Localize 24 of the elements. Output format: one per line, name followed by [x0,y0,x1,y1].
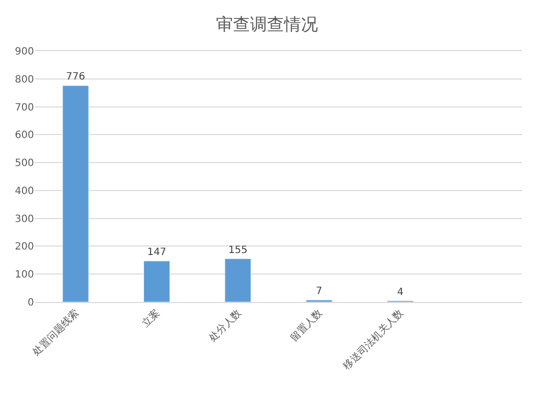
x-tick-label: 移送司法机关人数 [340,307,406,372]
y-tick-label: 600 [14,130,34,142]
y-tick-label: 400 [14,186,34,197]
y-tick-label: 900 [14,46,34,58]
y-tick-label: 100 [14,270,34,281]
y-tick-label: 500 [14,158,34,170]
x-tick-label: 留置人数 [288,307,325,344]
x-tick-label: 处置问题线索 [30,307,82,358]
chart-title: 审查调查情况 [216,14,318,35]
y-tick-label: 300 [14,214,34,225]
data-label: 776 [66,72,86,83]
bar [144,260,170,302]
data-label: 4 [397,286,404,298]
y-tick-label: 700 [14,102,34,114]
data-label: 155 [228,244,248,256]
data-label: 147 [147,247,166,258]
x-tick-label: 立案 [140,307,162,330]
x-tick-label: 处分人数 [206,307,244,344]
y-tick-label: 0 [28,298,34,308]
data-label: 7 [316,286,322,298]
y-tick-label: 800 [14,74,34,86]
bar [62,85,89,302]
bar [224,258,252,302]
y-tick-label: 200 [14,242,34,253]
